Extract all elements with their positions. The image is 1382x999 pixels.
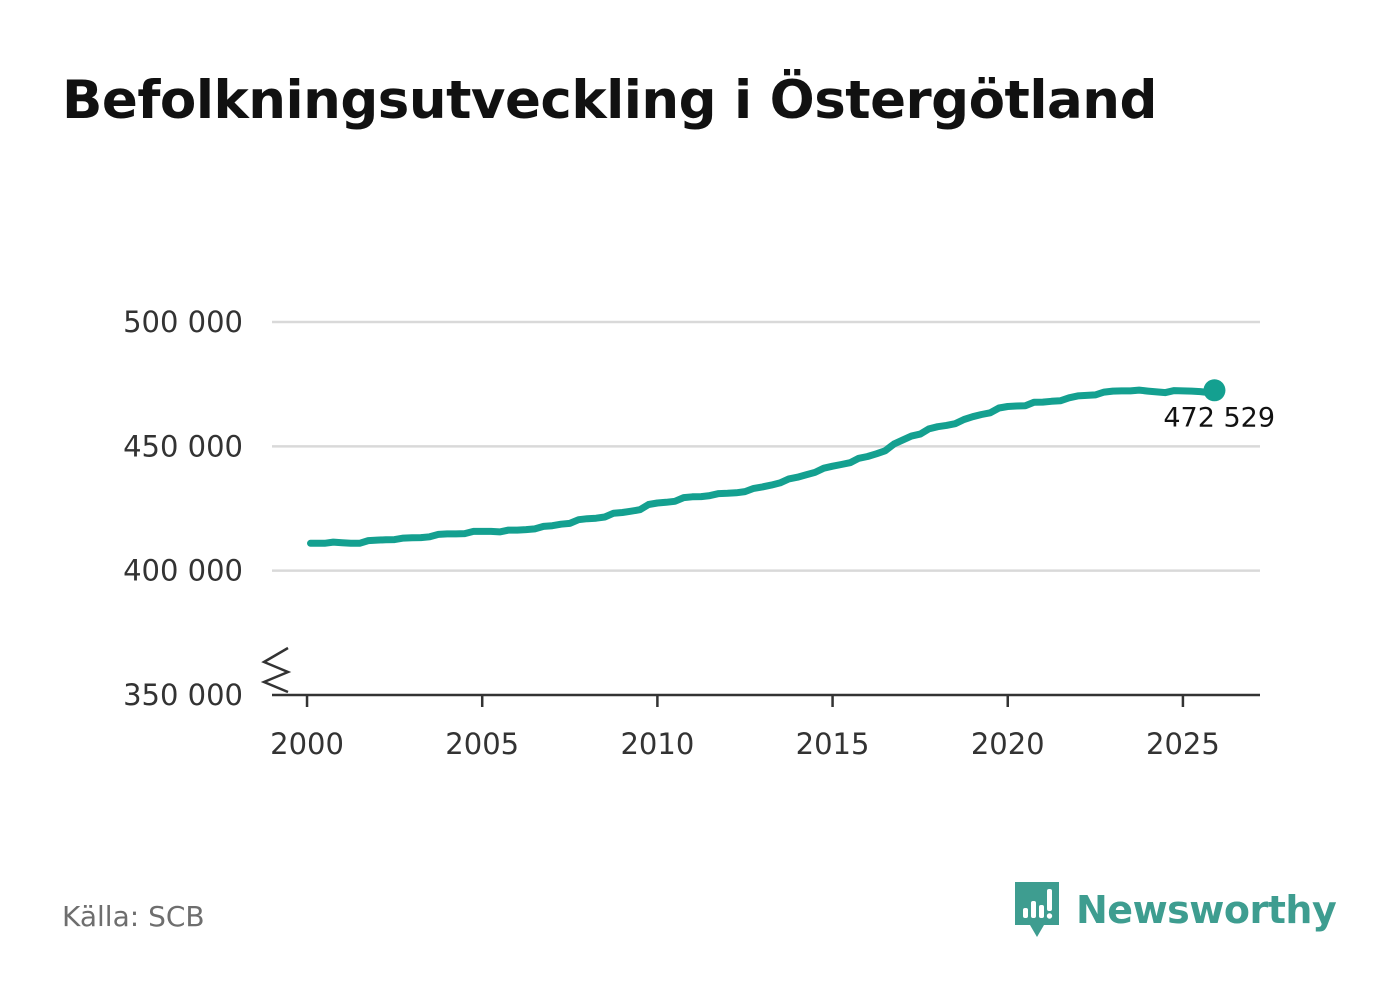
- series-layer: 472 529: [307, 379, 1275, 547]
- x-tick-label: 2015: [796, 727, 870, 761]
- x-tick-label: 2025: [1146, 727, 1220, 761]
- end-point-marker: [1203, 379, 1226, 402]
- x-tick-label: 2005: [445, 727, 519, 761]
- gridlines: [272, 320, 1260, 572]
- brand-name: Newsworthy: [1076, 888, 1337, 932]
- axis-break-icon: [260, 646, 292, 694]
- end-value-label: 472 529: [1163, 402, 1275, 433]
- chart-title: Befolkningsutveckling i Östergötland: [62, 70, 1157, 131]
- series-line: [307, 386, 1218, 547]
- brand-logo: Newsworthy: [1012, 878, 1337, 942]
- axes: 350 000 400 000 450 000 500 000 2000 2005 2010…: [123, 305, 1260, 761]
- x-tick-label: 2000: [270, 727, 344, 761]
- y-tick-label: 400 000: [123, 554, 243, 588]
- y-tick-label: 450 000: [123, 429, 243, 463]
- y-tick-label: 350 000: [123, 678, 243, 712]
- x-tick-label: 2020: [971, 727, 1045, 761]
- y-tick-label: 500 000: [123, 305, 243, 339]
- newsworthy-icon: [1015, 882, 1059, 937]
- source-note: Källa: SCB: [62, 900, 205, 933]
- x-tick-label: 2010: [620, 727, 694, 761]
